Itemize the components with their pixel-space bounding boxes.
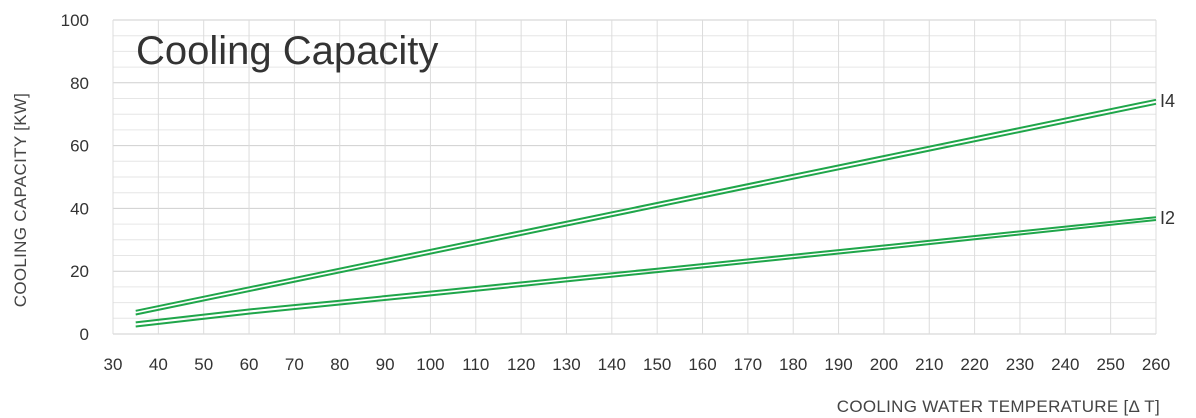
x-tick-label: 240	[1051, 355, 1079, 374]
x-tick-label: 170	[734, 355, 762, 374]
y-axis-ticks: 0 20 40 60 80 100	[61, 11, 89, 344]
x-tick-label: 140	[598, 355, 626, 374]
x-tick-label: 150	[643, 355, 671, 374]
grid-lines	[112, 19, 1157, 335]
y-tick-label: 0	[80, 325, 89, 344]
y-tick-label: 100	[61, 11, 89, 30]
x-tick-label: 100	[416, 355, 444, 374]
x-tick-label: 80	[330, 355, 349, 374]
x-tick-label: 160	[688, 355, 716, 374]
x-tick-label: 70	[285, 355, 304, 374]
series-line-i2-2	[135, 219, 1157, 328]
x-tick-label: 200	[870, 355, 898, 374]
y-axis-title: COOLING CAPACITY [KW]	[11, 93, 30, 307]
x-tick-label: 40	[149, 355, 168, 374]
x-tick-label: 60	[240, 355, 259, 374]
x-tick-label: 130	[552, 355, 580, 374]
series-labels: I4 I2	[1160, 91, 1175, 228]
x-tick-label: 250	[1096, 355, 1124, 374]
series-line-i2-1	[135, 216, 1157, 324]
y-tick-label: 60	[70, 137, 89, 156]
x-axis-title: COOLING WATER TEMPERATURE [Δ T]	[837, 397, 1160, 416]
series-label-i2: I2	[1160, 208, 1175, 228]
x-tick-label: 230	[1006, 355, 1034, 374]
y-tick-label: 40	[70, 199, 89, 218]
x-tick-label: 120	[507, 355, 535, 374]
chart-title: Cooling Capacity	[136, 29, 438, 73]
x-tick-label: 210	[915, 355, 943, 374]
x-tick-label: 180	[779, 355, 807, 374]
x-tick-label: 50	[194, 355, 213, 374]
x-tick-label: 190	[824, 355, 852, 374]
x-tick-label: 30	[104, 355, 123, 374]
x-tick-label: 220	[960, 355, 988, 374]
series-lines	[135, 98, 1157, 328]
x-axis-ticks: 30 40 50 60 70 80 90 100 110 120 130 140 150 160 170 18…	[104, 355, 1171, 374]
series-label-i4: I4	[1160, 91, 1175, 111]
x-tick-label: 110	[462, 355, 489, 374]
series-line-i4-1	[135, 98, 1157, 312]
x-tick-label: 90	[376, 355, 395, 374]
y-tick-label: 20	[70, 262, 89, 281]
x-tick-label: 260	[1142, 355, 1170, 374]
series-line-i4-2	[135, 102, 1157, 316]
y-tick-label: 80	[70, 74, 89, 93]
